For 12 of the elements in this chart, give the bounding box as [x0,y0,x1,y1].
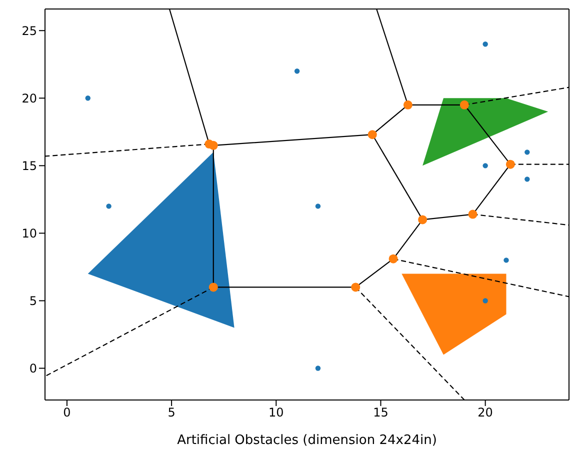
y-tick-label: 10 [22,226,37,240]
x-tick-label: 0 [63,406,71,420]
x-tick-label: 5 [168,406,176,420]
x-tick-label: 10 [268,406,284,420]
x-tick-label: 20 [478,406,493,420]
x-axis-title: Artificial Obstacles (dimension 24x24in) [177,433,437,448]
y-tick-label: 15 [22,158,37,173]
x-tick-label: 15 [373,406,388,420]
y-tick-label: 20 [22,91,37,106]
y-tick-label: 25 [22,24,37,38]
y-tick-label: 0 [29,362,37,376]
y-tick-label: 5 [29,294,37,308]
